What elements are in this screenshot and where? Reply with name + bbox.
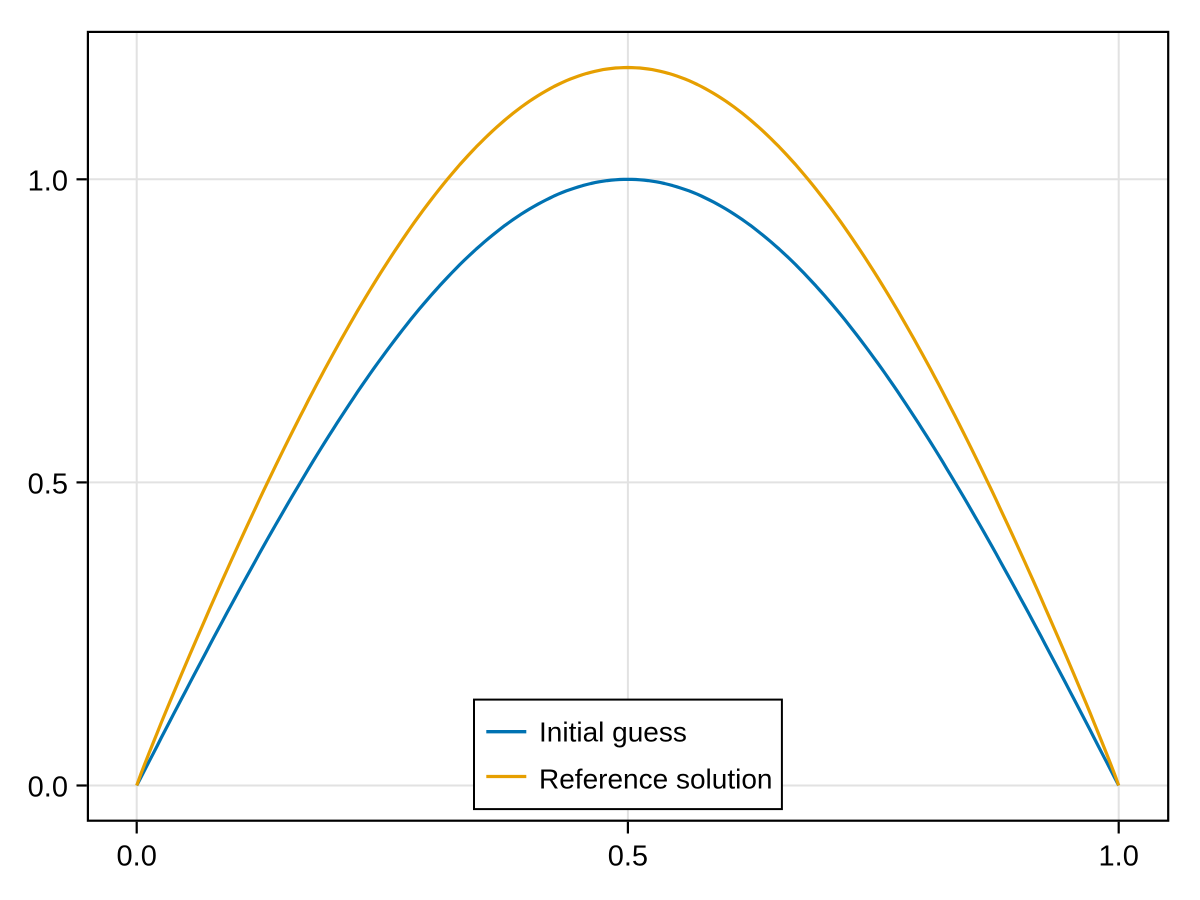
svg-text:0.5: 0.5	[608, 840, 648, 872]
svg-text:0.0: 0.0	[28, 772, 68, 804]
svg-text:1.0: 1.0	[28, 165, 68, 197]
svg-text:0.5: 0.5	[28, 468, 68, 500]
svg-text:Reference solution: Reference solution	[539, 764, 772, 795]
svg-text:Initial guess: Initial guess	[539, 717, 687, 748]
svg-text:1.0: 1.0	[1099, 840, 1139, 872]
svg-text:0.0: 0.0	[117, 840, 157, 872]
